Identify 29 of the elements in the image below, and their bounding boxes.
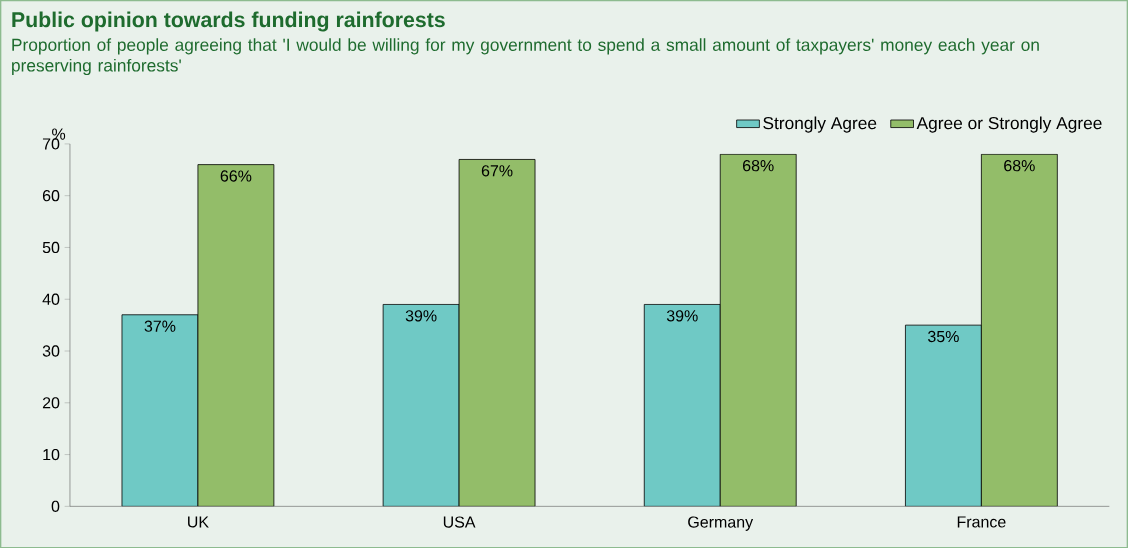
x-tick-label: Germany <box>688 516 754 531</box>
legend-label: Strongly Agree <box>763 116 877 133</box>
chart-subtitle: Proportion of people agreeing that 'I would be willing for my government to spend a small amount of taxpayers' money each year on preserving rainforests' <box>12 38 1039 75</box>
data-label: 37% <box>144 320 176 332</box>
x-tick-label: UK <box>188 516 209 528</box>
data-label: 39% <box>666 310 698 322</box>
data-label: 68% <box>743 159 774 172</box>
chart-title: Public opinion towards funding rainforests <box>12 11 445 32</box>
y-tick-label: 20 <box>42 396 60 409</box>
bar <box>382 303 460 507</box>
y-tick-label: 0 <box>51 500 60 512</box>
data-label: 67% <box>481 165 513 177</box>
y-tick-label: 70 <box>42 138 60 150</box>
data-label: 66% <box>220 170 252 182</box>
bar <box>905 324 982 507</box>
y-tick-label: 10 <box>43 448 60 461</box>
data-label: 39% <box>405 310 437 322</box>
bar <box>643 303 721 507</box>
y-axis-title: % <box>52 128 66 140</box>
x-tick-label: USA <box>443 516 476 528</box>
bar <box>121 314 199 507</box>
y-tick-label: 60 <box>42 189 60 202</box>
y-tick-label: 30 <box>42 345 60 357</box>
data-label: 35% <box>928 330 959 343</box>
x-tick-label: France <box>957 516 1006 528</box>
legend-label: Agree or Strongly Agree <box>916 116 1102 133</box>
data-label: 68% <box>1004 159 1035 172</box>
y-tick-label: 50 <box>42 241 60 253</box>
y-tick-label: 40 <box>42 293 60 305</box>
